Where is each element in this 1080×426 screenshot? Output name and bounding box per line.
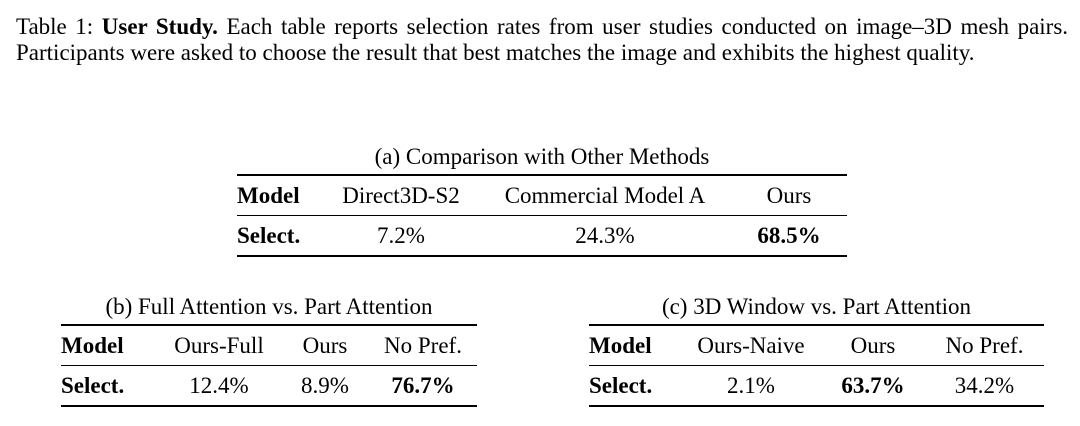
header-ours-naive: Ours-Naive [681,324,821,366]
caption-title: User Study. [101,14,218,39]
header-model: Model [237,174,323,216]
header-ours: Ours [731,174,847,216]
header-no-pref: No Pref. [369,324,477,366]
table-b-select-row: Select. 12.4% 8.9% 76.7% [61,365,477,407]
table-caption: Table 1: User Study. Each table reports … [16,14,1068,66]
value-no-pref: 34.2% [925,365,1044,407]
value-ours-naive: 2.1% [681,365,821,407]
table-b-header-row: Model Ours-Full Ours No Pref. [61,324,477,366]
value-ours: 8.9% [281,365,369,407]
table-a: (a) Comparison with Other Methods Model … [237,144,847,257]
table-c-select-row: Select. 2.1% 63.7% 34.2% [589,365,1044,407]
value-ours: 68.5% [731,215,847,257]
row-label: Select. [61,365,157,407]
table-a-select-row: Select. 7.2% 24.3% 68.5% [237,215,847,257]
table-b: (b) Full Attention vs. Part Attention Mo… [61,294,477,407]
table-a-title: (a) Comparison with Other Methods [374,144,710,169]
table-a-header-row: Model Direct3D-S2 Commercial Model A Our… [237,174,847,216]
table-c-header-row: Model Ours-Naive Ours No Pref. [589,324,1044,366]
table-b-title: (b) Full Attention vs. Part Attention [105,294,433,319]
row-label: Select. [589,365,681,407]
header-ours: Ours [281,324,369,366]
header-commercial: Commercial Model A [479,174,731,216]
row-label: Select. [237,215,323,257]
header-model: Model [589,324,681,366]
header-direct3d: Direct3D-S2 [323,174,479,216]
value-ours: 63.7% [821,365,925,407]
caption-text: Each table reports selection rates from … [16,14,1069,65]
value-no-pref: 76.7% [369,365,477,407]
header-ours: Ours [821,324,925,366]
header-ours-full: Ours-Full [157,324,281,366]
table-c-title: (c) 3D Window vs. Part Attention [661,294,972,319]
value-ours-full: 12.4% [157,365,281,407]
table-c: (c) 3D Window vs. Part Attention Model O… [589,294,1044,407]
value-direct3d: 7.2% [323,215,479,257]
header-model: Model [61,324,157,366]
value-commercial: 24.3% [479,215,731,257]
header-no-pref: No Pref. [925,324,1044,366]
caption-label: Table 1: [16,14,94,39]
